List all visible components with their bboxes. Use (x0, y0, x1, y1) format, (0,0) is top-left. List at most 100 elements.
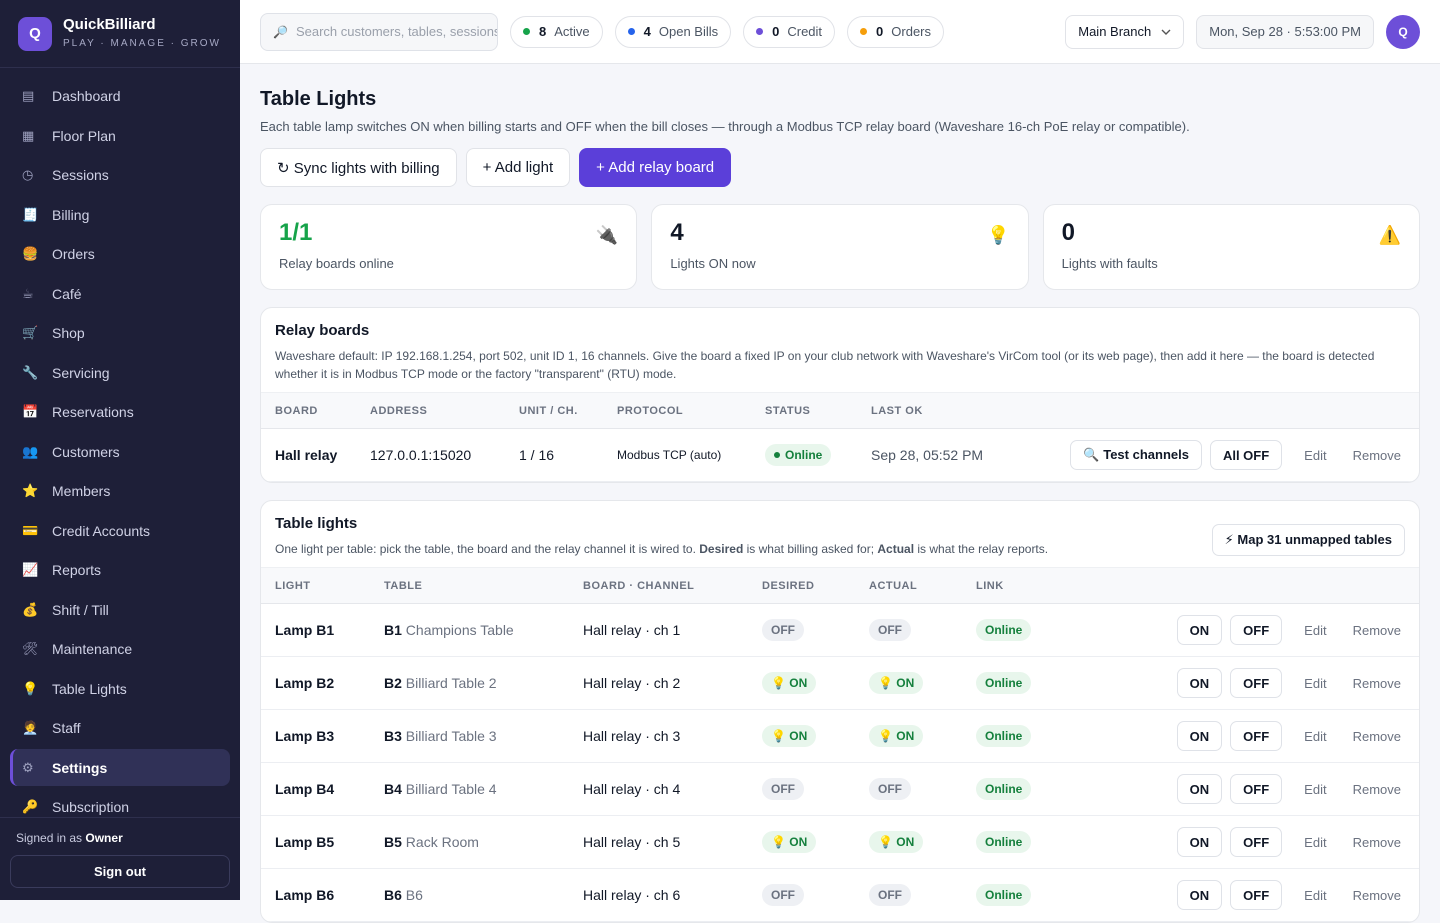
nav: ▤ Dashboard ▦ Floor Plan ◷ Sessions 🧾 Billing 🍔 O… (0, 68, 240, 826)
status-pill[interactable]: 0 Credit (743, 15, 836, 48)
sign-out[interactable]: Sign out (10, 855, 230, 888)
status-pill[interactable]: 4 Open Bills (614, 15, 732, 48)
action[interactable]: ON (1176, 615, 1223, 645)
toolbar-button[interactable]: + Add light (465, 148, 571, 187)
table-row: Lamp B3 B3 Billiard Table 3 Hall relay · c… (261, 710, 1419, 763)
action[interactable]: 🔍 Test channels (1070, 440, 1202, 470)
table-lights-card: Table lights One light per table: pick t… (260, 500, 1420, 923)
action[interactable]: OFF (1230, 615, 1283, 645)
branch-select[interactable]: Main Branch (1065, 14, 1185, 49)
nav-item[interactable]: ▦ Floor Plan (10, 117, 230, 154)
nav-label: Shift / Till (52, 601, 109, 618)
nav-item[interactable]: ⭐ Members (10, 473, 230, 510)
row-actions: ON OFF Edit Remove (1076, 827, 1419, 857)
logo: Q (18, 16, 52, 51)
stat-value: 0 (1061, 219, 1076, 246)
table-cell: B3 Billiard Table 3 (384, 728, 583, 744)
action[interactable]: OFF (1230, 827, 1283, 857)
board-channel: Hall relay · ch 1 (583, 622, 681, 638)
relay-boards-card: Relay boards Waveshare default: IP 192.1… (260, 307, 1420, 483)
nav-item[interactable]: ▤ Dashboard (10, 78, 230, 115)
nav-item[interactable]: 🧑‍💼 Staff (10, 710, 230, 747)
nav-item[interactable]: ⚙ Settings (10, 749, 230, 786)
action[interactable]: OFF (1230, 721, 1283, 751)
search[interactable]: 🔎 Search customers, tables, sessions (260, 12, 498, 51)
nav-icon: ◷ (22, 167, 34, 182)
column-header: ACTUAL (869, 579, 918, 592)
action[interactable]: Remove (1352, 781, 1401, 797)
action[interactable]: Remove (1352, 622, 1401, 638)
action[interactable]: ON (1176, 827, 1223, 857)
card-title: Table lights (275, 515, 358, 532)
table-name: Billiard Table 4 (405, 781, 497, 797)
nav-label: Maintenance (52, 641, 133, 657)
column-header: TABLE (384, 579, 423, 592)
search-placeholder: Search customers, tables, sessions (295, 24, 498, 39)
unit-channels: 1 / 16 (519, 447, 555, 463)
action[interactable]: ON (1176, 880, 1223, 910)
action[interactable]: Remove (1352, 834, 1401, 850)
action[interactable]: ON (1176, 721, 1223, 751)
toolbar-button[interactable]: + Add relay board (579, 148, 732, 187)
nav-item[interactable]: 🍔 Orders (10, 236, 230, 273)
action[interactable]: Edit (1304, 834, 1327, 850)
nav-label: Customers (52, 443, 120, 460)
table-name: Champions Table (405, 622, 514, 638)
nav-item[interactable]: 🧾 Billing (10, 196, 230, 233)
action[interactable]: Edit (1304, 675, 1327, 691)
action[interactable]: All OFF (1209, 440, 1283, 470)
action[interactable]: ON (1176, 774, 1223, 804)
column-header: ADDRESS (370, 404, 428, 417)
status-pill[interactable]: 0 Orders (847, 15, 945, 48)
board-channel: Hall relay · ch 4 (583, 781, 681, 797)
nav-item[interactable]: 🛒 Shop (10, 315, 230, 352)
action[interactable]: Remove (1352, 728, 1401, 744)
table-cell: B6 B6 (384, 887, 583, 903)
actual-cell: 💡 ON (869, 831, 976, 853)
nav-item[interactable]: 💰 Shift / Till (10, 591, 230, 628)
action[interactable]: Remove (1352, 447, 1401, 463)
action[interactable]: Edit (1304, 728, 1327, 744)
action[interactable]: Edit (1304, 781, 1327, 797)
card-description: One light per table: pick the table, the… (261, 532, 1419, 558)
avatar[interactable]: Q (1386, 14, 1420, 49)
nav-item[interactable]: 🔑 Subscription (10, 789, 230, 826)
nav-item[interactable]: 💳 Credit Accounts (10, 512, 230, 549)
nav-label: Sessions (52, 167, 109, 183)
user: Owner (85, 831, 123, 845)
map-button[interactable]: ⚡ Map 31 unmapped tables (1211, 524, 1405, 556)
status-pill[interactable]: 8 Active (510, 15, 603, 48)
board-channel: Hall relay · ch 5 (583, 834, 681, 850)
nav-item[interactable]: ☕ Café (10, 275, 230, 312)
toolbar-button[interactable]: ↻ Sync lights with billing (260, 148, 457, 187)
stat-card: 4 Lights ON now 💡 (651, 204, 1029, 290)
action[interactable]: Edit (1304, 447, 1327, 463)
link-badge: Online (976, 884, 1032, 906)
nav-item[interactable]: 💡 Table Lights (10, 670, 230, 707)
nav-item[interactable]: 🔧 Servicing (10, 354, 230, 391)
nav-icon: ▦ (22, 127, 35, 143)
action[interactable]: OFF (1230, 668, 1283, 698)
light-name: Lamp B6 (275, 887, 335, 903)
action[interactable]: OFF (1230, 774, 1283, 804)
nav-icon: 💡 (22, 680, 39, 696)
nav-item[interactable]: 👥 Customers (10, 433, 230, 470)
desired-cell: OFF (762, 778, 869, 800)
action[interactable]: OFF (1230, 880, 1283, 910)
nav-icon: ▤ (22, 88, 35, 103)
nav-icon: 🛠 (22, 641, 39, 656)
action[interactable]: Edit (1304, 622, 1327, 638)
nav-item[interactable]: ◷ Sessions (10, 157, 230, 194)
action[interactable]: Remove (1352, 887, 1401, 903)
action[interactable]: Remove (1352, 675, 1401, 691)
table-cell: B4 Billiard Table 4 (384, 781, 583, 797)
nav-item[interactable]: 📅 Reservations (10, 394, 230, 431)
nav-item[interactable]: 🛠 Maintenance (10, 631, 230, 668)
page-description: Each table lamp switches ON when billing… (260, 119, 1190, 134)
topbar: 🔎 Search customers, tables, sessions 8 Act… (240, 0, 1440, 64)
action[interactable]: ON (1176, 668, 1223, 698)
stat-label: Lights with faults (1061, 256, 1158, 271)
actual: 💡 ON (869, 672, 924, 694)
action[interactable]: Edit (1304, 887, 1327, 903)
nav-item[interactable]: 📈 Reports (10, 552, 230, 589)
